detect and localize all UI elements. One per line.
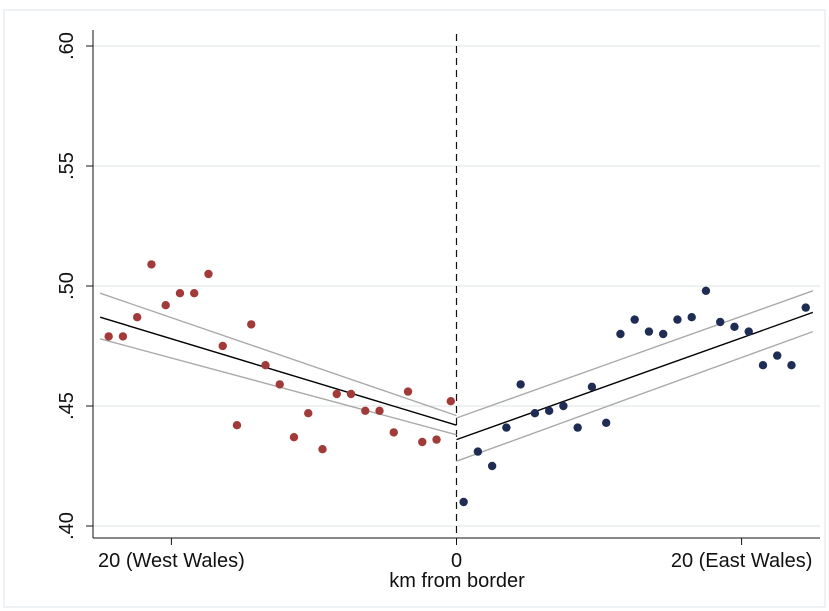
data-point-west xyxy=(318,445,327,454)
data-point-east xyxy=(687,313,696,322)
data-point-west xyxy=(261,361,270,370)
data-point-east xyxy=(559,401,568,411)
data-point-east xyxy=(630,315,639,324)
data-point-east xyxy=(587,382,597,391)
data-point-east xyxy=(487,461,497,471)
data-point-west xyxy=(104,332,113,341)
y-tick-label: .50 xyxy=(56,272,78,300)
data-point-east xyxy=(787,361,796,370)
y-tick-label: .55 xyxy=(56,152,78,180)
data-point-west xyxy=(432,435,441,444)
data-point-east xyxy=(730,322,739,331)
x-tick-label: 0 xyxy=(451,550,462,572)
data-point-east xyxy=(801,303,810,312)
data-point-west xyxy=(190,289,199,298)
data-point-east xyxy=(473,447,483,456)
axes: .40 .45 .50 .55 .60 20 (West Wales) 0 20 (East … xyxy=(56,30,820,572)
data-point-west xyxy=(218,341,227,351)
data-point-west xyxy=(403,387,413,396)
fitted-line xyxy=(456,311,814,441)
y-tick-label: .40 xyxy=(56,512,78,540)
y-tick-label: .60 xyxy=(56,32,78,60)
data-point-east xyxy=(573,423,582,432)
data-point-west xyxy=(147,260,156,269)
data-point-west xyxy=(204,269,213,279)
data-point-west xyxy=(275,380,284,389)
data-point-west xyxy=(289,433,299,442)
data-point-west xyxy=(389,428,398,437)
data-point-east xyxy=(758,361,768,370)
data-point-west xyxy=(118,332,128,341)
confidence-band-line xyxy=(99,292,457,417)
data-point-east xyxy=(701,286,711,295)
data-point-east xyxy=(616,329,625,339)
data-point-west xyxy=(361,406,370,415)
outer-frame xyxy=(3,9,826,608)
x-axis-title: km from border xyxy=(389,570,525,592)
data-point-east xyxy=(459,497,468,507)
data-point-west xyxy=(332,389,341,399)
data-point-east xyxy=(773,351,782,360)
confidence-band-line xyxy=(456,290,814,419)
data-point-east xyxy=(658,329,668,339)
data-point-east xyxy=(673,315,682,324)
confidence-band-line xyxy=(456,330,814,462)
data-point-west xyxy=(175,289,185,298)
data-point-east xyxy=(601,418,611,427)
data-point-west xyxy=(375,406,384,415)
data-point-east xyxy=(716,317,725,327)
data-point-east xyxy=(516,380,525,389)
x-tick-label: 20 (East Wales) xyxy=(671,550,813,572)
data-point-east xyxy=(544,406,554,415)
data-point-east xyxy=(744,327,753,336)
data-points xyxy=(104,260,810,507)
x-tick-label: 20 (West Wales) xyxy=(98,550,245,572)
data-point-west xyxy=(161,301,170,310)
y-tick-label: .45 xyxy=(56,392,78,420)
data-point-west xyxy=(304,409,313,418)
data-point-west xyxy=(132,313,142,322)
fit-lines xyxy=(99,290,814,462)
data-point-east xyxy=(644,327,654,336)
data-point-west xyxy=(418,437,427,447)
data-point-west xyxy=(247,320,256,329)
data-point-east xyxy=(502,423,511,432)
data-point-west xyxy=(346,389,356,399)
data-point-west xyxy=(232,421,242,430)
data-point-east xyxy=(530,409,540,418)
data-point-west xyxy=(446,397,455,406)
fitted-line xyxy=(99,316,457,426)
